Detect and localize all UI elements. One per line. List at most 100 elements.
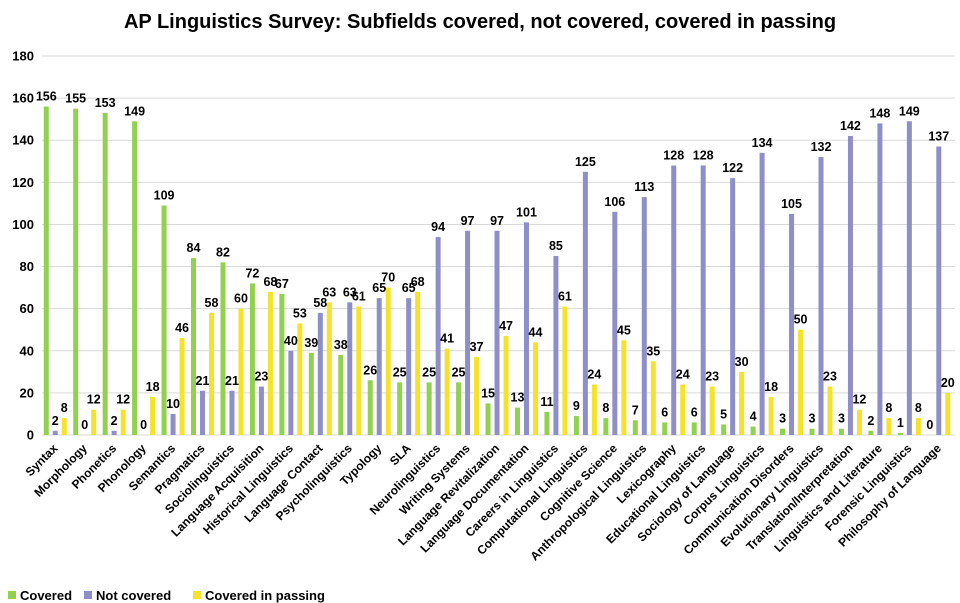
bar-covered-in-passing [591, 384, 597, 435]
y-tick-label: 140 [12, 133, 34, 148]
data-label: 35 [646, 344, 660, 358]
y-tick-label: 0 [27, 428, 34, 443]
bar-not-covered [641, 197, 647, 435]
data-label: 61 [352, 290, 366, 304]
bar-covered-in-passing [474, 357, 480, 435]
data-label: 30 [735, 355, 749, 369]
bar-not-covered [376, 298, 382, 435]
data-label: 7 [632, 403, 639, 417]
bar-not-covered [759, 152, 765, 435]
bar-covered-in-passing [209, 312, 215, 435]
data-label: 97 [490, 214, 504, 228]
y-tick-label: 40 [20, 343, 34, 358]
bar-covered-in-passing [856, 409, 862, 435]
bar-covered-in-passing [61, 418, 67, 435]
data-label: 25 [393, 365, 407, 379]
data-label: 61 [558, 290, 572, 304]
data-label: 84 [187, 241, 201, 255]
y-tick-label: 20 [20, 385, 34, 400]
data-label: 1 [897, 416, 904, 430]
bar-not-covered [700, 165, 706, 435]
bar-covered-in-passing [709, 386, 715, 435]
data-label: 25 [422, 365, 436, 379]
y-tick-label: 60 [20, 301, 34, 316]
data-label: 68 [263, 275, 277, 289]
bar-covered [43, 106, 49, 436]
bar-covered [485, 403, 491, 435]
data-label: 128 [693, 148, 714, 162]
bar-covered [161, 205, 167, 435]
y-tick-label: 160 [12, 91, 34, 106]
bar-covered-in-passing [886, 418, 892, 435]
data-label: 67 [275, 277, 289, 291]
data-label: 3 [838, 412, 845, 426]
data-label: 5 [720, 407, 727, 421]
bar-covered [338, 354, 344, 435]
data-label: 2 [52, 414, 59, 428]
bar-not-covered [671, 165, 677, 435]
category-labels: SyntaxMorphologyPhoneticsPhonologySemant… [23, 441, 945, 563]
bar-covered-in-passing [827, 386, 833, 435]
bar-not-covered [317, 312, 323, 435]
data-label: 65 [372, 281, 386, 295]
data-label: 65 [402, 281, 416, 295]
bar-not-covered [906, 121, 912, 436]
bar-not-covered [877, 123, 883, 435]
bar-not-covered [347, 302, 353, 435]
data-label: 134 [752, 136, 773, 150]
data-label: 101 [516, 205, 537, 219]
legend-label: Covered in passing [205, 588, 325, 603]
legend-swatch [8, 591, 16, 599]
data-label: 24 [676, 367, 690, 381]
data-label: 13 [511, 391, 525, 405]
data-label: 6 [661, 405, 668, 419]
data-label: 132 [811, 140, 832, 154]
data-label: 82 [216, 245, 230, 259]
bar-covered-in-passing [415, 291, 421, 435]
legend-label: Not covered [96, 588, 171, 603]
y-tick-label: 100 [12, 217, 34, 232]
bar-covered-in-passing [945, 392, 951, 435]
bar-not-covered [936, 146, 942, 436]
bar-covered-in-passing [150, 397, 156, 435]
data-label: 6 [691, 405, 698, 419]
data-label: 60 [234, 292, 248, 306]
data-label: 15 [481, 386, 495, 400]
y-tick-label: 120 [12, 175, 34, 190]
data-label: 2 [111, 414, 118, 428]
bar-not-covered [111, 430, 117, 435]
bar-covered-in-passing [532, 342, 538, 435]
data-label: 68 [411, 275, 425, 289]
bar-not-covered [170, 413, 176, 435]
data-label: 137 [928, 130, 949, 144]
data-label: 41 [440, 332, 454, 346]
data-label: 153 [95, 96, 116, 110]
bar-covered-in-passing [267, 291, 273, 435]
data-label: 155 [65, 92, 86, 106]
bar-covered-in-passing [179, 338, 185, 435]
data-label: 18 [146, 380, 160, 394]
data-label: 58 [205, 296, 219, 310]
data-label: 8 [915, 401, 922, 415]
legend-swatch [84, 591, 92, 599]
bar-covered [838, 428, 844, 435]
bar-not-covered [288, 350, 294, 435]
bar-covered [573, 416, 579, 435]
data-label: 44 [529, 325, 543, 339]
bar-not-covered [52, 430, 58, 435]
data-label: 12 [852, 393, 866, 407]
bar-covered [308, 352, 314, 435]
data-label: 8 [885, 401, 892, 415]
data-label: 38 [334, 338, 348, 352]
data-label: 40 [284, 334, 298, 348]
data-label: 9 [573, 399, 580, 413]
bar-not-covered [406, 298, 412, 435]
bar-not-covered [200, 390, 206, 435]
data-label: 0 [926, 418, 933, 432]
bar-covered-in-passing [91, 409, 97, 435]
data-label: 4 [750, 410, 757, 424]
chart-title: AP Linguistics Survey: Subfields covered… [124, 11, 836, 33]
bar-covered-in-passing [798, 329, 804, 435]
data-label: 26 [363, 363, 377, 377]
